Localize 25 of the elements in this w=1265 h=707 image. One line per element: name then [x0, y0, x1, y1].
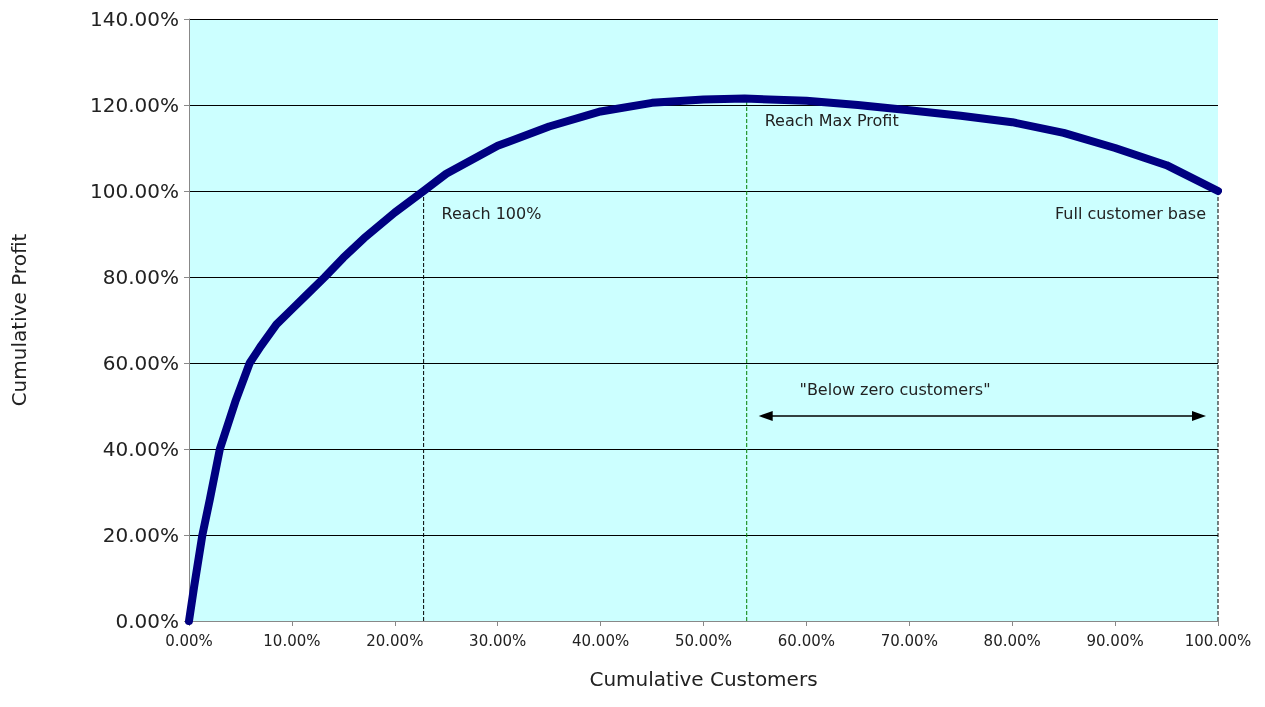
x-tick-label: 40.00% [572, 631, 630, 650]
y-tick-label: 100.00% [90, 179, 179, 203]
x-tick-label: 20.00% [366, 631, 424, 650]
ref-line-label: Reach Max Profit [764, 111, 899, 131]
ref-line-label: Reach 100% [441, 203, 542, 223]
x-tick-label: 80.00% [983, 631, 1041, 650]
y-tick-label: 120.00% [90, 93, 179, 117]
x-tick-label: 70.00% [880, 631, 938, 650]
x-tick-label: 100.00% [1184, 631, 1252, 650]
ref-line-label: Full customer base [1054, 203, 1206, 223]
y-tick-label: 140.00% [90, 7, 179, 31]
x-tick-label: 50.00% [674, 631, 733, 650]
y-tick-label: 0.00% [115, 609, 179, 633]
y-tick-label: 40.00% [102, 437, 179, 461]
y-tick-label: 80.00% [102, 265, 179, 289]
annotation: "Below zero customers" [799, 379, 991, 399]
y-tick-label: 20.00% [102, 523, 179, 547]
x-tick-label: 10.00% [263, 631, 321, 650]
x-tick-label: 60.00% [777, 631, 835, 650]
y-tick-label: 60.00% [102, 351, 179, 375]
x-axis-title: Cumulative Customers [589, 667, 818, 691]
x-tick-label: 90.00% [1086, 631, 1144, 650]
y-axis-title: Cumulative Profit [7, 233, 31, 407]
x-tick-label: 0.00% [165, 631, 213, 650]
x-tick-label: 30.00% [469, 631, 527, 650]
